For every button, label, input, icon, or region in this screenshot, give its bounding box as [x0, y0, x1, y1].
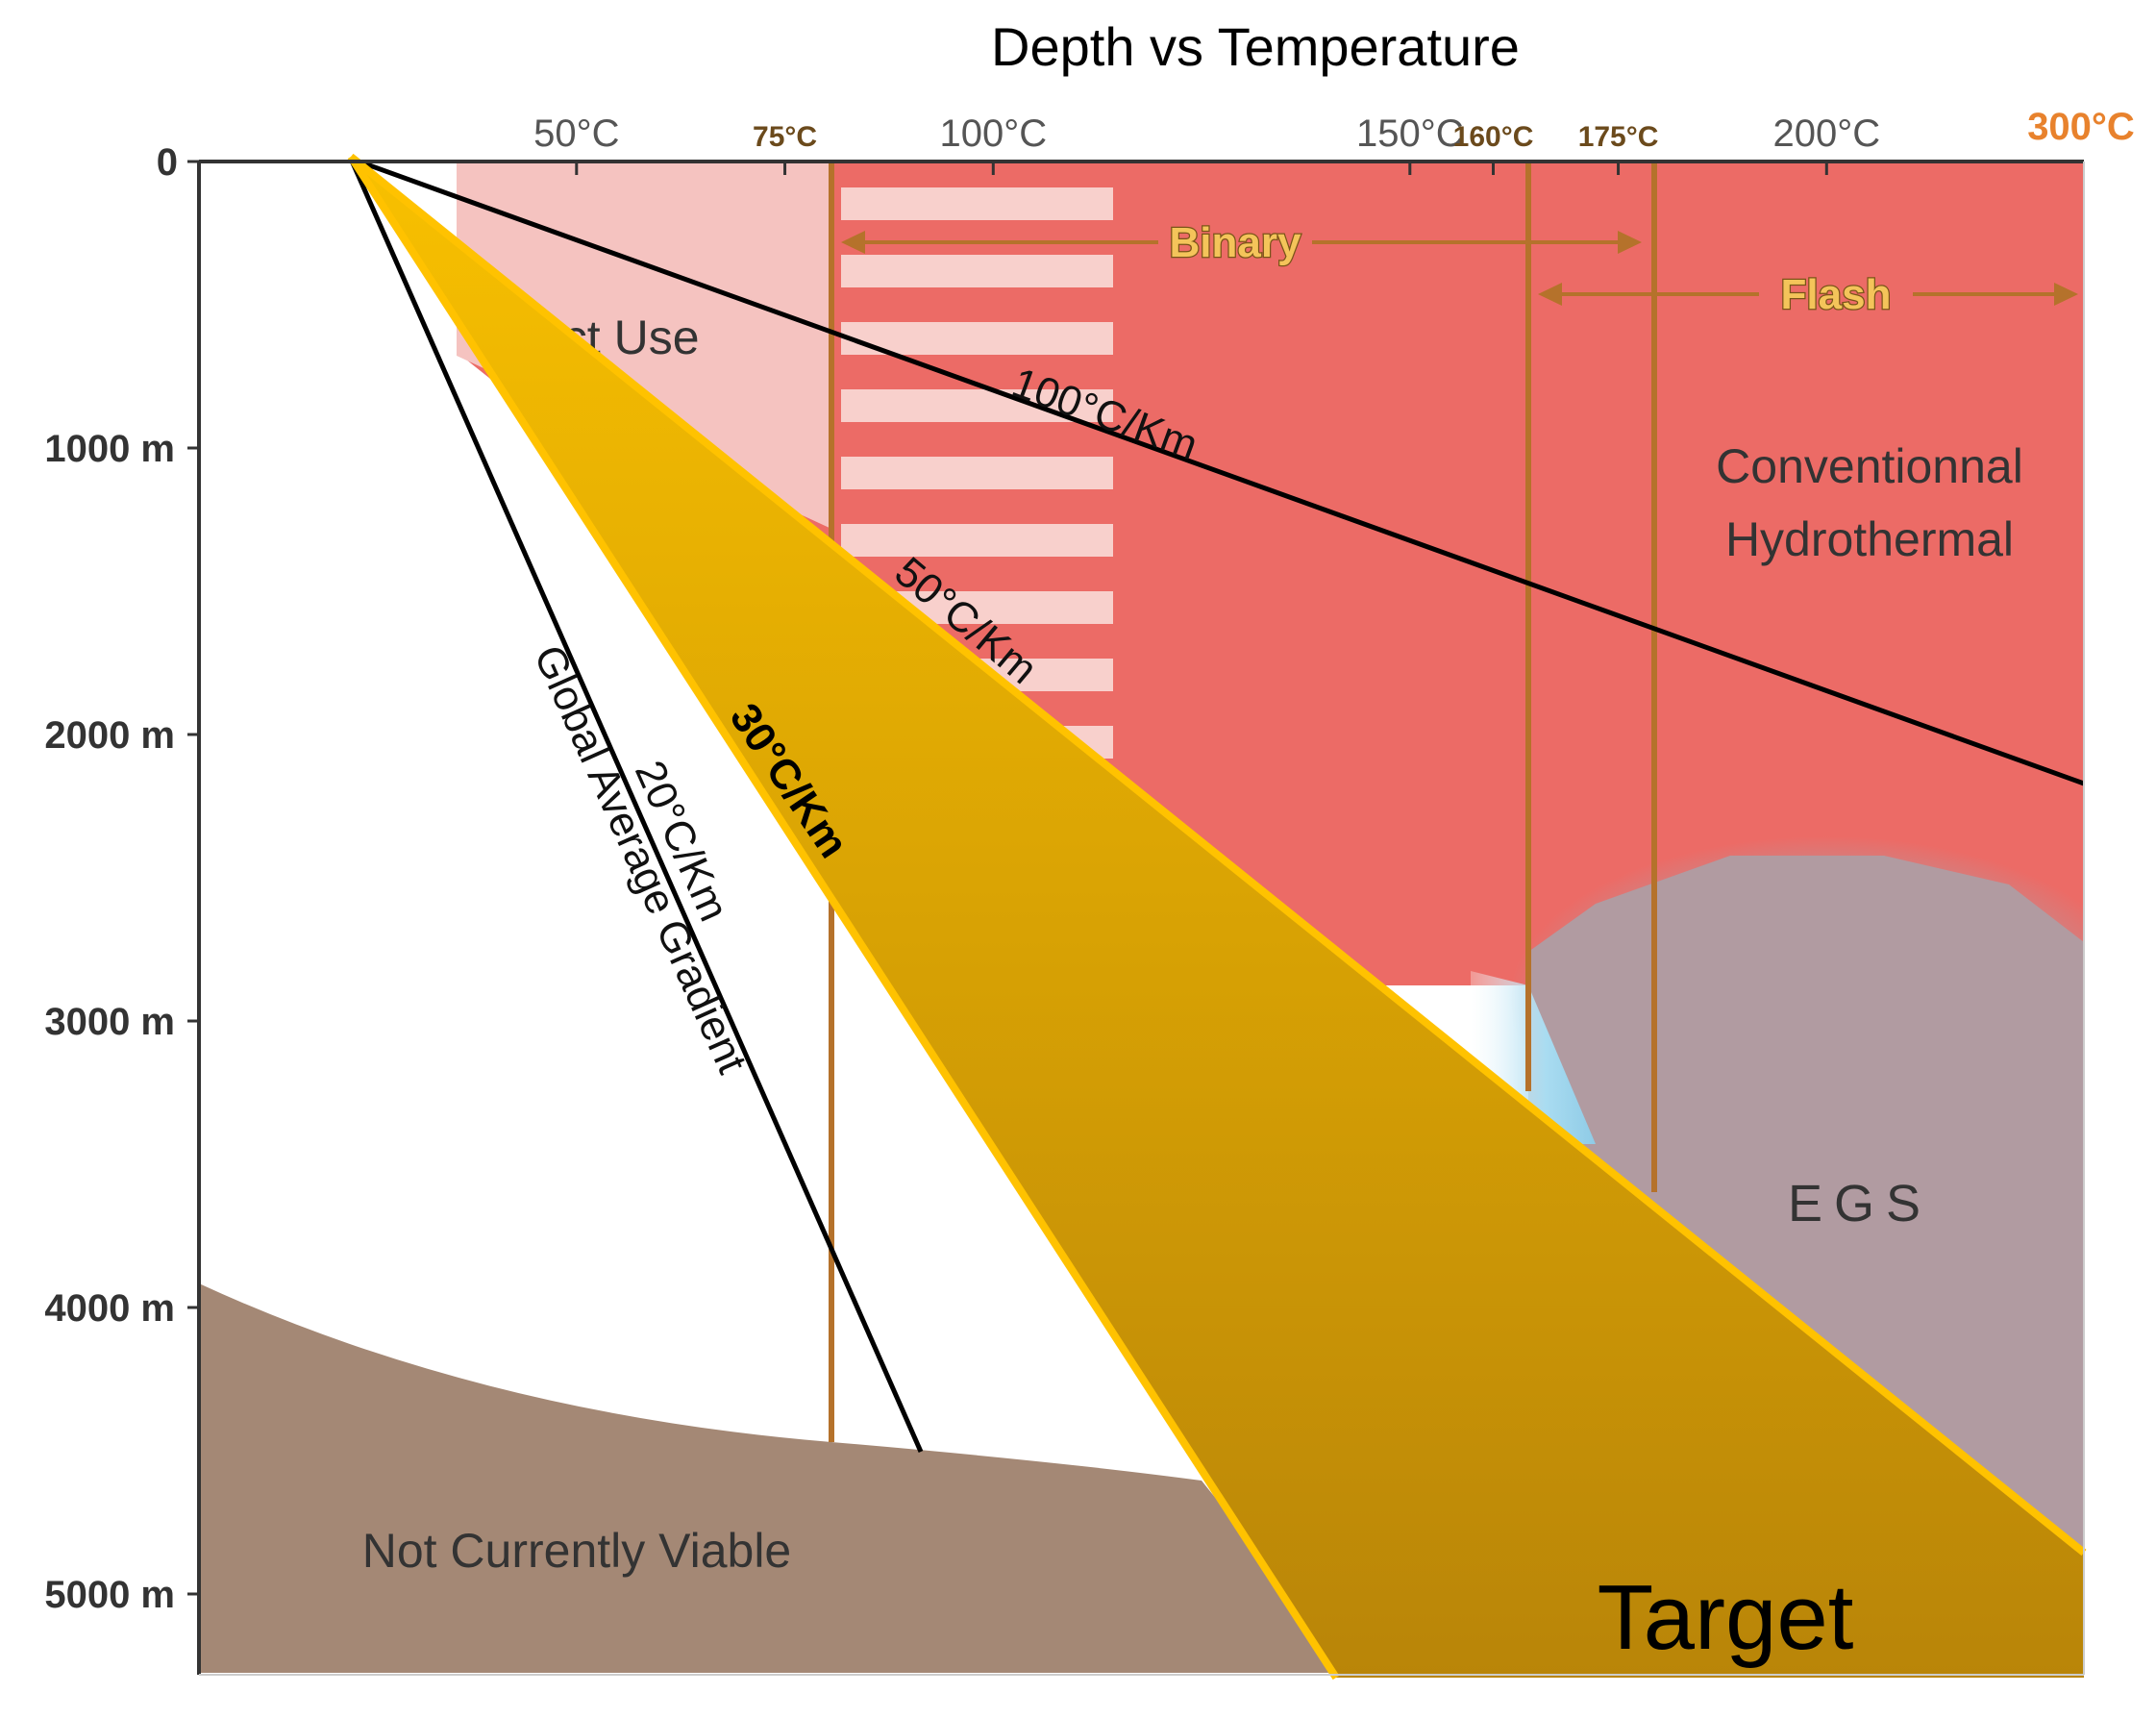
not-viable-label: Not Currently Viable [362, 1524, 792, 1578]
egs-label: EGS [1788, 1175, 1932, 1232]
hydrothermal-label-line2: Hydrothermal [1725, 512, 2014, 566]
egs-glow [1509, 836, 2084, 1163]
x-tick-label-300: 300°C [2027, 106, 2135, 148]
target-wedge [351, 157, 2084, 1678]
x-tick-label-50: 50°C [533, 112, 619, 155]
target-edge-lower [347, 154, 1340, 1681]
target-label: Target [1598, 1566, 1854, 1669]
y-tick-label-1000: 1000 m [44, 428, 175, 470]
flash-range: Flash [1538, 270, 2078, 319]
y-tick-label-2000: 2000 m [44, 714, 175, 757]
y-tick-label-3000: 3000 m [44, 1001, 175, 1043]
target-edge-upper [348, 153, 2087, 1556]
gradient-lines [348, 156, 2085, 1454]
binary-arrow-right [1618, 231, 1642, 254]
hydrothermal-label-line1: Conventionnal [1716, 439, 2023, 493]
flash-arrow-right [2054, 283, 2078, 306]
not-viable-region [199, 1283, 1355, 1673]
x-tick-label-75: 75°C [753, 121, 817, 153]
x-tick-label-175: 175°C [1578, 121, 1659, 153]
y-tick-label-4000: 4000 m [44, 1287, 175, 1330]
gradient-100-line [350, 156, 2085, 786]
binary-range: Binary [841, 218, 1642, 267]
chart-title: Depth vs Temperature [991, 16, 1520, 77]
binary-arrow-left [841, 231, 865, 254]
gradient-20-line [348, 157, 924, 1454]
flash-arrow-left [1538, 283, 1562, 306]
direct-use-region [457, 162, 831, 529]
x-tick-label-100: 100°C [939, 112, 1047, 155]
x-tick-label-150: 150°C [1356, 112, 1464, 155]
y-axis-ticks: 0 1000 m 2000 m 3000 m 4000 m 5000 m [44, 141, 199, 1616]
y-tick-label-0: 0 [157, 141, 178, 184]
x-tick-label-200: 200°C [1772, 112, 1880, 155]
flash-label: Flash [1781, 271, 1892, 318]
x-tick-label-160: 160°C [1453, 121, 1534, 153]
binary-label: Binary [1170, 219, 1301, 266]
y-tick-label-5000: 5000 m [44, 1574, 175, 1616]
